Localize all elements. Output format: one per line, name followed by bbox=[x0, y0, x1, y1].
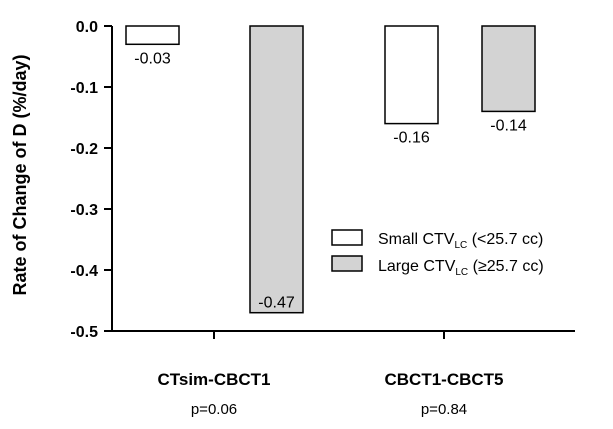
legend-swatch-small bbox=[331, 229, 363, 246]
data-label: -0.03 bbox=[134, 50, 171, 67]
legend-label-small: Small CTVLC (<25.7 cc) bbox=[378, 231, 543, 251]
legend-label-large: Large CTVLC (≥25.7 cc) bbox=[378, 258, 544, 278]
data-label: -0.14 bbox=[490, 117, 527, 134]
y-tick-label: 0.0 bbox=[76, 19, 98, 36]
x-category-label: CTsim-CBCT1 bbox=[157, 370, 270, 389]
y-tick-label: -0.5 bbox=[70, 324, 98, 341]
y-axis-label: Rate of Change of D (%/day) bbox=[10, 54, 30, 295]
data-label: -0.47 bbox=[258, 295, 295, 312]
p-value-label: p=0.06 bbox=[191, 401, 237, 418]
y-tick-label: -0.4 bbox=[70, 263, 98, 280]
bar-small-2 bbox=[384, 25, 439, 125]
bars bbox=[125, 25, 536, 314]
legend: Small CTVLC (<25.7 cc) Large CTVLC (≥25.… bbox=[331, 229, 544, 278]
y-tick-label: -0.1 bbox=[70, 80, 98, 97]
bar-large-2 bbox=[481, 25, 536, 113]
y-tick-label: -0.2 bbox=[70, 141, 98, 158]
bar-small-1 bbox=[125, 25, 180, 46]
y-tick-label: -0.3 bbox=[70, 202, 98, 219]
data-label: -0.16 bbox=[393, 130, 430, 147]
x-category-label: CBCT1-CBCT5 bbox=[385, 370, 504, 389]
y-axis: 0.0 -0.1 -0.2 -0.3 -0.4 -0.5 bbox=[70, 19, 113, 341]
x-axis: CTsim-CBCT1 p=0.06 CBCT1-CBCT5 p=0.84 bbox=[112, 330, 575, 418]
bar-large-1 bbox=[249, 25, 304, 314]
p-value-label: p=0.84 bbox=[421, 401, 467, 418]
legend-swatch-large bbox=[331, 255, 363, 272]
data-labels: -0.03 -0.16 -0.47 -0.14 bbox=[134, 50, 527, 311]
